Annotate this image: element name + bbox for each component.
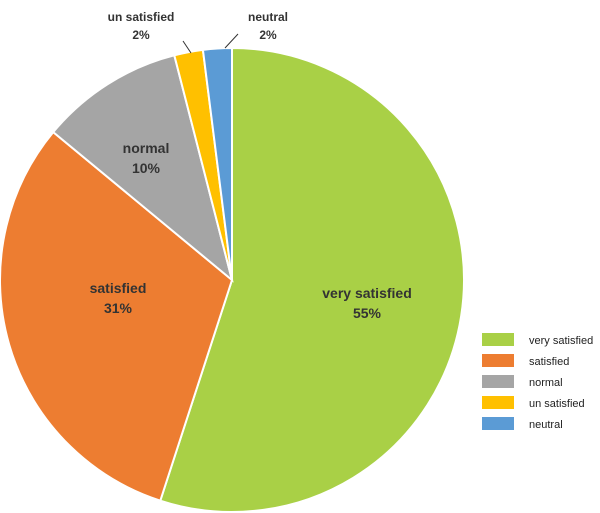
slice-category-label: satisfied xyxy=(90,280,147,296)
legend-label-satisfied: satisfied xyxy=(529,356,569,368)
legend-swatch-very-satisfied xyxy=(482,333,514,346)
legend-label-un-satisfied: un satisfied xyxy=(529,398,585,410)
legend-swatch-satisfied xyxy=(482,354,514,367)
slice-value-label: 31% xyxy=(104,300,133,316)
slice-label-satisfied: satisfied 31% xyxy=(90,280,147,316)
slice-category-label: un satisfied xyxy=(108,10,175,24)
pie-slice-very-satisfied xyxy=(159,46,465,513)
pie-slice-neutral xyxy=(201,46,233,281)
legend-label-normal: normal xyxy=(529,377,563,389)
slice-label-very-satisfied: very satisfied 55% xyxy=(322,285,412,321)
slice-category-label: very satisfied xyxy=(322,285,412,301)
slice-value-label: 10% xyxy=(132,160,161,176)
slice-category-label: neutral xyxy=(248,10,288,24)
leader-line-un-satisfied xyxy=(182,40,192,54)
slice-label-normal: normal 10% xyxy=(123,140,170,176)
slice-category-label: normal xyxy=(123,140,170,156)
leader-lines xyxy=(182,33,239,54)
legend-swatch-normal xyxy=(482,375,514,388)
pie-slice-satisfied xyxy=(0,130,234,502)
legend-label-very-satisfied: very satisfied xyxy=(529,335,593,347)
leader-line-neutral xyxy=(224,33,239,49)
slice-value-label: 2% xyxy=(259,28,277,42)
legend-swatch-un-satisfied xyxy=(482,396,514,409)
legend-swatch-neutral xyxy=(482,417,514,430)
slice-value-label: 55% xyxy=(353,305,382,321)
pie-slices xyxy=(0,46,465,513)
pie-slice-normal xyxy=(51,54,234,283)
legend: very satisfied satisfied normal un satisfie… xyxy=(482,333,593,431)
slice-label-un-satisfied: un satisfied 2% xyxy=(108,10,175,42)
slice-label-neutral: neutral 2% xyxy=(248,10,288,42)
legend-label-neutral: neutral xyxy=(529,419,563,431)
slice-labels: very satisfied 55% satisfied 31% normal 10% un… xyxy=(90,10,412,321)
slice-value-label: 2% xyxy=(132,28,150,42)
